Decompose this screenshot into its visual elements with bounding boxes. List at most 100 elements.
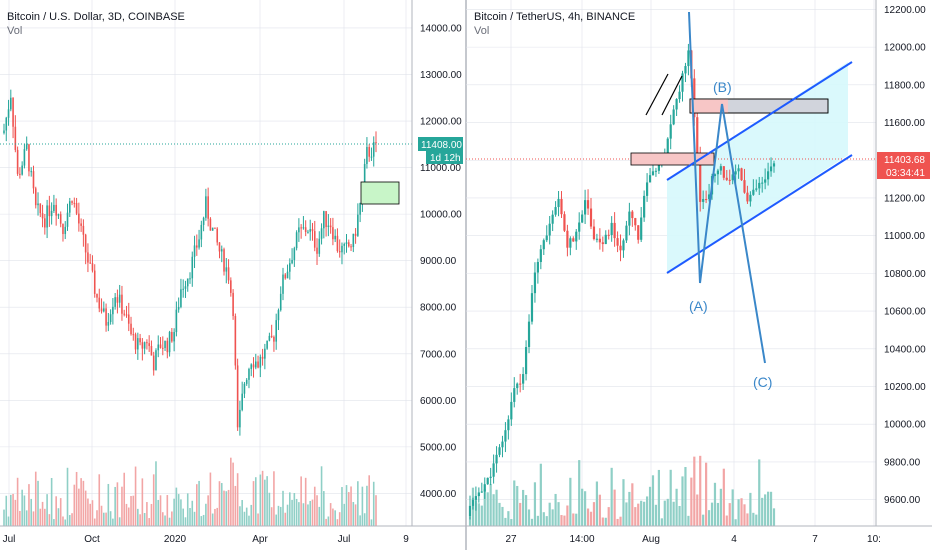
- volume-bar: [489, 484, 492, 526]
- price-tick-label: 11200.00: [884, 193, 925, 204]
- candle-body: [563, 214, 566, 231]
- candle-body: [91, 263, 94, 271]
- candle-body: [313, 231, 316, 248]
- volume-bar: [227, 489, 230, 526]
- volume-bar: [93, 518, 96, 526]
- volume-bar: [563, 515, 566, 526]
- volume-bar: [307, 504, 309, 526]
- volume-bar: [134, 466, 137, 526]
- volume-bar: [53, 519, 55, 526]
- time-tick-label: Jul: [3, 534, 16, 545]
- candle-body: [347, 242, 350, 247]
- volume-bar: [73, 484, 76, 526]
- candle-body: [19, 173, 21, 175]
- candle-body: [586, 200, 590, 209]
- volume-bar: [298, 502, 300, 526]
- candle-body: [522, 374, 525, 384]
- candle-body: [268, 335, 271, 341]
- candle-body: [486, 477, 489, 485]
- volume-bar: [39, 508, 42, 526]
- volume-bar: [542, 512, 545, 526]
- candle-body: [728, 179, 731, 181]
- candle-body: [595, 238, 599, 240]
- volume-bar: [159, 495, 162, 526]
- volume-bar: [214, 508, 216, 526]
- volume-bar: [731, 489, 734, 526]
- price-tick-label: 8000.00: [420, 303, 457, 314]
- volume-bar: [666, 498, 669, 526]
- volume-bar: [766, 491, 770, 526]
- candle-body: [696, 117, 699, 158]
- volume-bar: [474, 500, 478, 526]
- candle-body: [34, 188, 37, 206]
- volume-bar: [343, 503, 346, 526]
- candle-body: [684, 66, 687, 74]
- candle-body: [329, 225, 332, 228]
- volume-bar: [722, 468, 725, 526]
- candle-body: [127, 314, 130, 324]
- price-tick-label: 9800.00: [884, 457, 921, 468]
- candle-body: [589, 208, 593, 227]
- volume-bar: [23, 495, 26, 526]
- candle-body: [616, 238, 619, 246]
- candle-body: [7, 109, 10, 118]
- volume-bar: [143, 513, 146, 526]
- volume-bar: [772, 508, 776, 526]
- volume-bar: [236, 473, 239, 526]
- volume-bar: [289, 492, 291, 526]
- candle-body: [557, 198, 560, 208]
- volume-bar: [279, 506, 282, 526]
- candle-body: [107, 321, 110, 326]
- candle-body: [510, 401, 513, 420]
- volume-bar: [157, 499, 160, 526]
- candle-body: [640, 217, 643, 240]
- volume-bar: [495, 489, 498, 526]
- volume-bar: [207, 495, 209, 526]
- volume-bar: [480, 505, 483, 526]
- volume-bar: [637, 503, 640, 526]
- candle-body: [259, 356, 262, 368]
- candle-body: [80, 223, 82, 226]
- candle-body: [725, 177, 728, 180]
- candle-body: [275, 320, 277, 342]
- candle-body: [173, 332, 175, 342]
- volume-bar: [702, 514, 705, 526]
- volume-bar: [21, 489, 23, 526]
- volume-bar: [275, 514, 277, 526]
- candle-body: [530, 293, 534, 322]
- volume-bar: [14, 499, 17, 526]
- volume-bar: [125, 503, 128, 526]
- candle-body: [137, 338, 139, 350]
- candle-body: [114, 297, 116, 307]
- volume-bar: [584, 491, 587, 526]
- volume-bar: [557, 502, 560, 526]
- volume-bar: [663, 500, 666, 526]
- candle-body: [634, 218, 637, 226]
- candle-body: [5, 117, 8, 131]
- candle-body: [248, 369, 250, 380]
- price-tick-label: 10800.00: [884, 269, 926, 280]
- candle-body: [316, 247, 318, 254]
- volume-bar: [734, 519, 737, 526]
- candle-body: [592, 226, 596, 240]
- price-tick-label: 7000.00: [420, 349, 457, 360]
- volume-bar: [728, 503, 731, 526]
- candle-body: [282, 274, 284, 294]
- volume-bar: [332, 508, 334, 526]
- candle-body: [542, 240, 545, 250]
- candle-body: [243, 383, 246, 394]
- volume-bar: [569, 477, 572, 526]
- candle-body: [78, 213, 80, 224]
- candle-body: [372, 142, 375, 157]
- candle-body: [352, 233, 355, 248]
- volume-bar: [519, 502, 522, 526]
- volume-bar: [578, 460, 581, 526]
- volume-bar: [713, 482, 717, 526]
- candle-body: [48, 205, 51, 217]
- candle-body: [30, 171, 33, 173]
- candle-body: [289, 263, 291, 272]
- volume-bar: [710, 502, 714, 526]
- volume-bar: [513, 480, 516, 526]
- candle-body: [109, 314, 112, 322]
- volume-bar: [300, 476, 302, 526]
